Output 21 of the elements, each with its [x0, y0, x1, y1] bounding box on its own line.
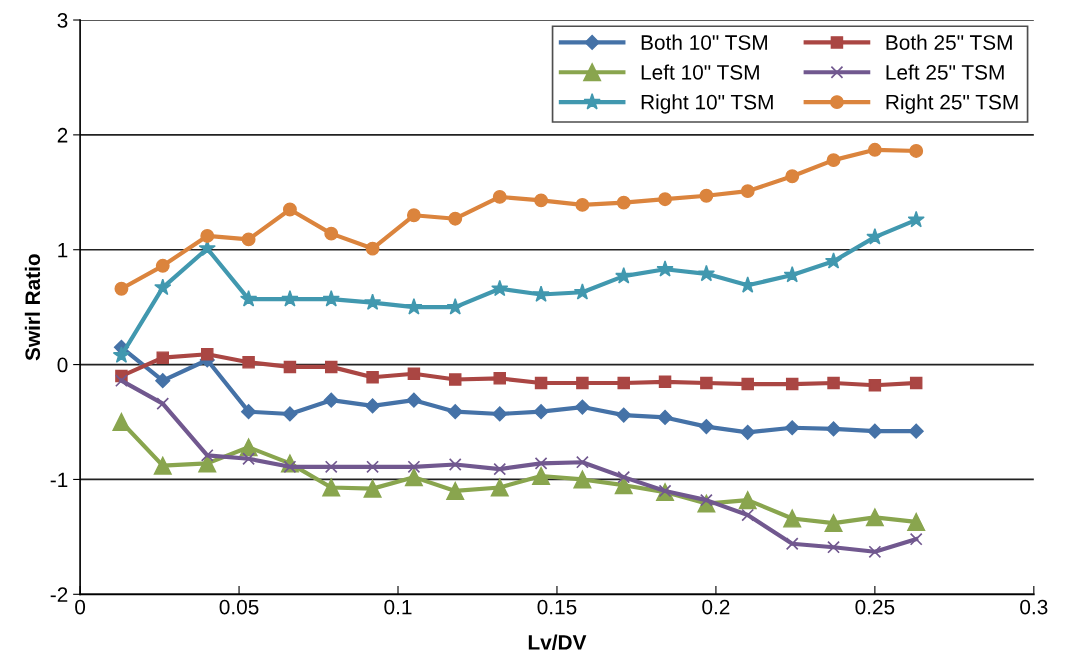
x-tick-label: 0.3: [1020, 599, 1048, 615]
y-tick-label: 1: [58, 242, 68, 258]
legend-label: Both 25" TSM: [886, 34, 1012, 50]
legend-label: Left 25" TSM: [886, 64, 1004, 80]
y-tick-label: 2: [57, 127, 68, 143]
legend-label: Right 10" TSM: [641, 94, 773, 114]
x-tick-label: 0.1: [384, 599, 412, 615]
y-axis-title: Swirl Ratio: [24, 254, 41, 361]
x-tick-label: 0.2: [702, 599, 730, 615]
legend-label: Right 25" TSM: [886, 94, 1018, 114]
x-tick-label: 0.15: [537, 599, 577, 615]
x-tick-label: 0.05: [219, 599, 259, 615]
x-tick-label: 0: [75, 599, 86, 615]
y-tick-label: -1: [50, 472, 68, 487]
y-tick-label: 3: [57, 13, 68, 28]
legend-label: Left 10" TSM: [641, 64, 759, 80]
x-axis-title: Lv/DV: [528, 634, 587, 651]
legend-label: Both 10" TSM: [641, 34, 767, 50]
y-tick-label: 0: [57, 357, 68, 373]
x-tick-label: 0.25: [855, 599, 895, 615]
y-tick-label: -2: [50, 587, 68, 602]
